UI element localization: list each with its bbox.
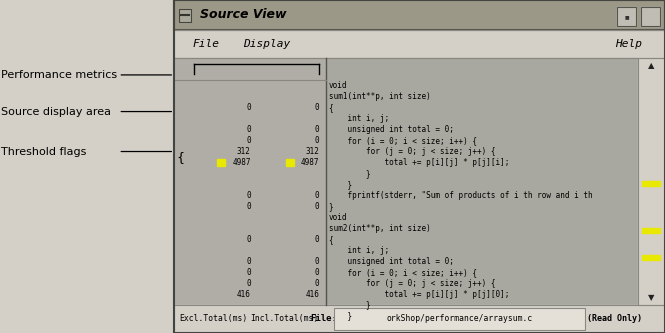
- Text: 0: 0: [246, 136, 251, 145]
- Bar: [174, 0, 665, 30]
- Text: }: }: [329, 300, 370, 309]
- Text: 312: 312: [305, 147, 319, 156]
- Text: Excl.Total(ms): Excl.Total(ms): [180, 314, 248, 323]
- Text: 0: 0: [246, 257, 251, 266]
- Text: ■: ■: [624, 14, 628, 19]
- Text: Incl.Total(ms): Incl.Total(ms): [251, 314, 319, 323]
- Text: for (j = 0; j < size; j++) {: for (j = 0; j < size; j++) {: [329, 147, 495, 156]
- Bar: [174, 30, 665, 58]
- Bar: [642, 228, 660, 233]
- Bar: [638, 58, 665, 305]
- Text: File: File: [193, 39, 220, 49]
- Text: for (j = 0; j < size; j++) {: for (j = 0; j < size; j++) {: [329, 279, 495, 288]
- Text: 0: 0: [315, 125, 319, 134]
- Text: Display: Display: [243, 39, 290, 49]
- Text: 0: 0: [315, 202, 319, 211]
- Bar: [334, 308, 585, 330]
- Text: sum2(int**p, int size): sum2(int**p, int size): [329, 224, 430, 233]
- Text: int i, j;: int i, j;: [329, 114, 388, 123]
- Text: 0: 0: [246, 235, 251, 244]
- Text: 0: 0: [246, 268, 251, 277]
- Bar: [179, 9, 191, 22]
- Text: 0: 0: [246, 103, 251, 112]
- Bar: [174, 305, 665, 333]
- Bar: [286, 159, 294, 166]
- Text: 0: 0: [315, 257, 319, 266]
- Bar: [174, 0, 665, 333]
- Text: 0: 0: [246, 125, 251, 134]
- Bar: [641, 7, 660, 26]
- Text: 0: 0: [315, 103, 319, 112]
- Text: fprintf(stderr, "Sum of products of i th row and i th: fprintf(stderr, "Sum of products of i th…: [329, 191, 592, 200]
- Text: 0: 0: [246, 279, 251, 288]
- Text: Help: Help: [615, 39, 642, 49]
- Text: 0: 0: [315, 268, 319, 277]
- Bar: [617, 7, 636, 26]
- Bar: [642, 181, 660, 186]
- Text: total += p[i][j] * p[j][0];: total += p[i][j] * p[j][0];: [329, 289, 509, 298]
- Text: void: void: [329, 213, 347, 222]
- Text: sum1(int**p, int size): sum1(int**p, int size): [329, 92, 430, 101]
- Text: }: }: [329, 180, 352, 189]
- Bar: [617, 7, 636, 26]
- Text: 0: 0: [315, 235, 319, 244]
- Text: 0: 0: [246, 202, 251, 211]
- Text: File:: File:: [311, 314, 337, 323]
- Text: 312: 312: [237, 147, 251, 156]
- Bar: [638, 58, 665, 305]
- Text: }: }: [329, 311, 352, 320]
- Text: for (i = 0; i < size; i++) {: for (i = 0; i < size; i++) {: [329, 268, 477, 277]
- Bar: [174, 58, 326, 305]
- Text: }: }: [329, 169, 370, 178]
- Text: unsigned int total = 0;: unsigned int total = 0;: [329, 125, 454, 134]
- Text: unsigned int total = 0;: unsigned int total = 0;: [329, 257, 454, 266]
- Bar: [174, 0, 665, 30]
- Text: {: {: [176, 151, 184, 164]
- Bar: [179, 9, 191, 22]
- Bar: [642, 255, 660, 260]
- Text: 4987: 4987: [301, 158, 319, 167]
- Bar: [174, 30, 665, 58]
- Text: {: {: [329, 235, 333, 244]
- Text: void: void: [329, 82, 347, 91]
- Text: Performance metrics: Performance metrics: [1, 70, 117, 80]
- Text: (Read Only): (Read Only): [587, 314, 642, 323]
- Text: Source View: Source View: [200, 8, 286, 22]
- Text: 4987: 4987: [232, 158, 251, 167]
- Bar: [217, 159, 225, 166]
- Text: int i, j;: int i, j;: [329, 246, 388, 255]
- Text: ▼: ▼: [648, 293, 655, 302]
- Text: 416: 416: [237, 289, 251, 298]
- Text: }: }: [329, 202, 333, 211]
- Bar: [641, 7, 660, 26]
- Bar: [326, 58, 638, 305]
- Text: Source display area: Source display area: [1, 107, 110, 117]
- Text: Threshold flags: Threshold flags: [1, 147, 86, 157]
- Text: 0: 0: [315, 279, 319, 288]
- Text: for (i = 0; i < size; i++) {: for (i = 0; i < size; i++) {: [329, 136, 477, 145]
- Text: 0: 0: [315, 191, 319, 200]
- Bar: [174, 305, 665, 333]
- Text: 0: 0: [315, 136, 319, 145]
- Text: total += p[i][j] * p[j][i];: total += p[i][j] * p[j][i];: [329, 158, 509, 167]
- Bar: [334, 308, 585, 330]
- Text: ▲: ▲: [648, 61, 655, 70]
- Text: 0: 0: [246, 191, 251, 200]
- Text: orkShop/performance/arraysum.c: orkShop/performance/arraysum.c: [386, 314, 533, 323]
- Text: {: {: [329, 103, 333, 112]
- Text: 416: 416: [305, 289, 319, 298]
